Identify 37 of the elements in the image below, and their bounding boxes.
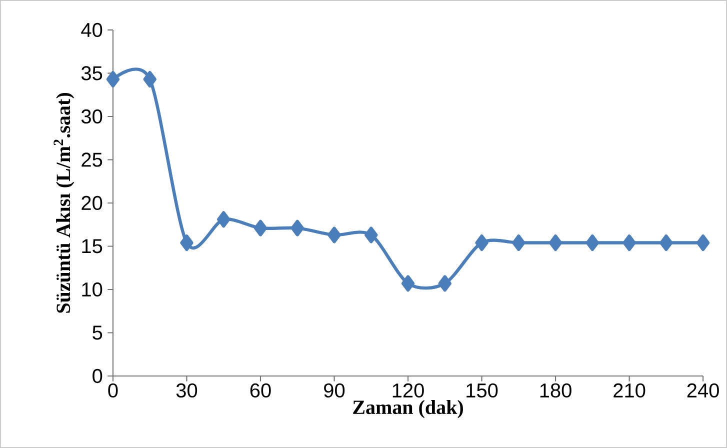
y-tick-label: 15	[82, 239, 102, 254]
y-tick-label: 25	[82, 152, 102, 167]
point	[328, 226, 341, 244]
x-tick-label: 60	[250, 383, 271, 398]
point	[438, 275, 452, 292]
point	[217, 211, 230, 228]
x-tick-label: 210	[614, 383, 646, 398]
x-tick-label: 90	[324, 383, 345, 398]
y-tick-label: 40	[81, 22, 102, 38]
point	[512, 234, 526, 252]
point	[660, 234, 673, 252]
point	[401, 275, 415, 292]
x-axis-title: Zaman (dak)	[353, 400, 463, 418]
point	[586, 234, 600, 252]
y-tick-label: 5	[92, 326, 102, 340]
y-axis-title: Süzüntü Akısı (L/m$^{2}$.saat)	[54, 93, 74, 313]
point	[622, 234, 636, 252]
point	[106, 71, 120, 88]
y-tick-label: 35	[81, 66, 102, 80]
point	[143, 71, 156, 88]
point	[364, 226, 378, 244]
x-tick-label: 0	[108, 383, 118, 398]
point	[254, 220, 268, 236]
point	[548, 234, 562, 252]
x-tick-label: 240	[687, 383, 719, 398]
x-tick-label: 30	[176, 383, 198, 398]
y-tick-label: 0	[92, 368, 102, 384]
y-tick-label: 20	[82, 196, 102, 210]
point	[696, 234, 710, 252]
x-tick-label: 120	[392, 383, 424, 398]
y-tick-label: 30	[81, 109, 102, 124]
x-tick-label: 150	[466, 383, 498, 398]
x-tick-label: 180	[540, 383, 572, 398]
point	[290, 220, 304, 236]
y-tick-label: 10	[82, 282, 102, 297]
point	[475, 234, 488, 252]
point	[180, 234, 194, 252]
